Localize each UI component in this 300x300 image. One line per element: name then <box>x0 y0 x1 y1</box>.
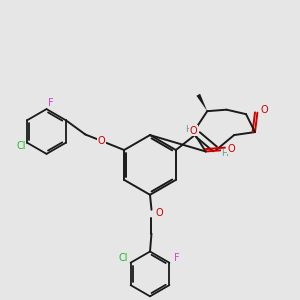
Text: O: O <box>260 105 268 115</box>
Text: O: O <box>228 143 236 154</box>
Text: H: H <box>185 124 192 134</box>
Text: H: H <box>221 149 228 158</box>
Text: Cl: Cl <box>118 253 128 263</box>
Text: F: F <box>174 253 180 263</box>
Text: O: O <box>98 136 106 146</box>
Text: O: O <box>190 126 198 136</box>
Text: Cl: Cl <box>16 141 26 151</box>
Polygon shape <box>196 94 207 111</box>
Text: O: O <box>155 208 163 218</box>
Text: F: F <box>48 98 54 108</box>
